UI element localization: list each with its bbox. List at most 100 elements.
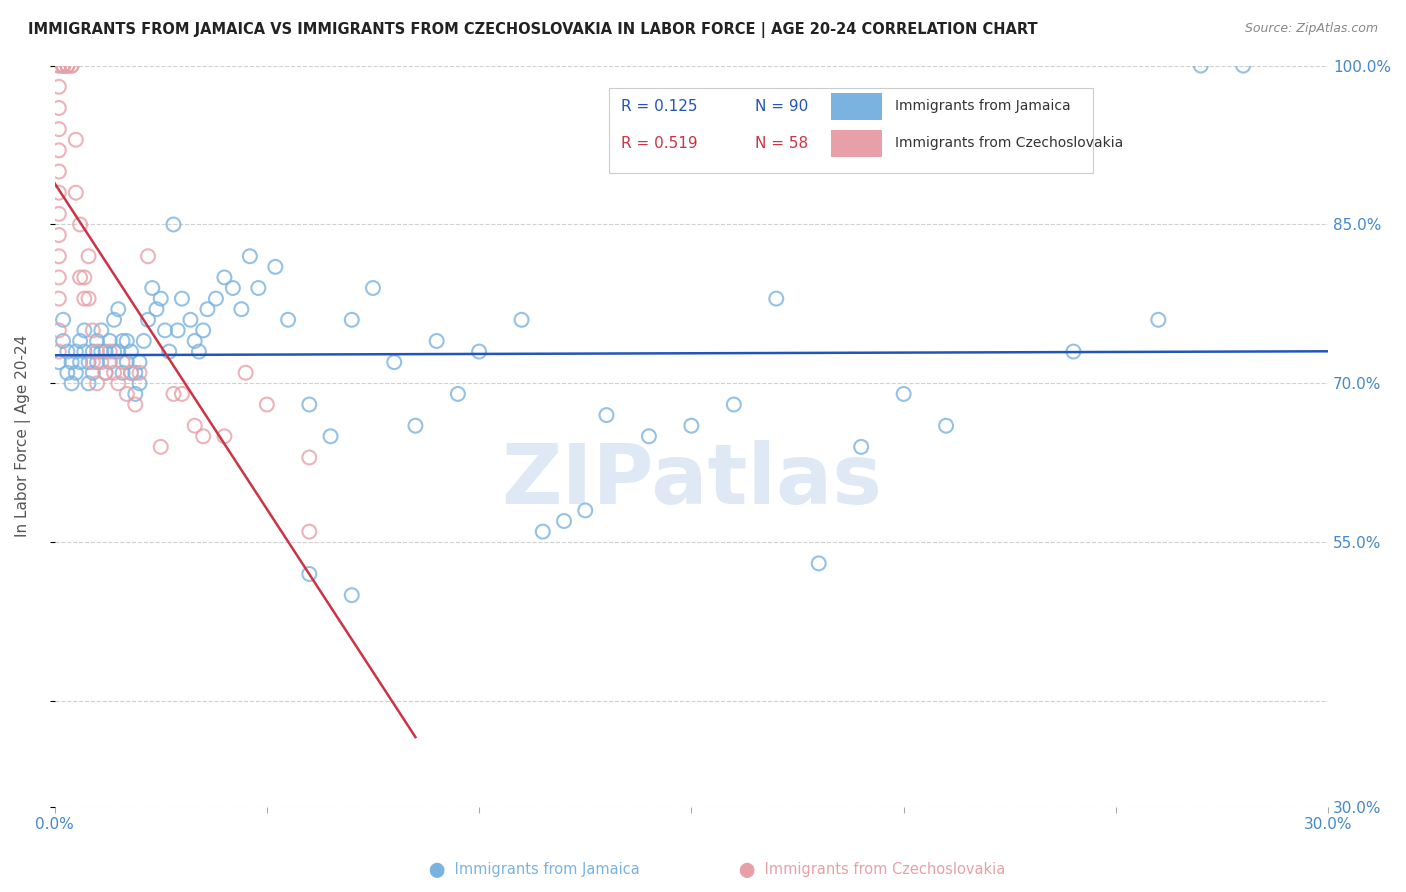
Point bbox=[162, 218, 184, 232]
Point bbox=[69, 218, 91, 232]
Point bbox=[851, 440, 873, 454]
Point bbox=[111, 355, 134, 369]
Point bbox=[82, 344, 104, 359]
Point bbox=[60, 376, 83, 391]
Point bbox=[48, 59, 70, 73]
Point bbox=[56, 59, 79, 73]
Point bbox=[73, 292, 96, 306]
Point bbox=[86, 355, 108, 369]
Point bbox=[1147, 313, 1170, 327]
Point bbox=[638, 429, 661, 443]
Text: ⬤  Immigrants from Czechoslovakia: ⬤ Immigrants from Czechoslovakia bbox=[738, 862, 1005, 878]
Point bbox=[256, 397, 278, 411]
Point bbox=[48, 323, 70, 337]
Point bbox=[340, 313, 363, 327]
Point bbox=[48, 164, 70, 178]
Point bbox=[128, 366, 150, 380]
Point bbox=[77, 355, 100, 369]
Point bbox=[48, 186, 70, 200]
Point bbox=[681, 418, 703, 433]
Bar bbox=[831, 130, 883, 157]
FancyBboxPatch shape bbox=[609, 87, 1092, 173]
Text: N = 90: N = 90 bbox=[755, 99, 808, 114]
Point bbox=[132, 334, 155, 348]
Point bbox=[166, 323, 188, 337]
Point bbox=[69, 270, 91, 285]
Point bbox=[574, 503, 596, 517]
Point bbox=[86, 334, 108, 348]
Point bbox=[56, 366, 79, 380]
Point bbox=[426, 334, 449, 348]
Point bbox=[205, 292, 228, 306]
Bar bbox=[831, 93, 883, 120]
Point bbox=[107, 302, 129, 317]
Point bbox=[48, 59, 70, 73]
Text: N = 58: N = 58 bbox=[755, 136, 808, 151]
Point bbox=[82, 323, 104, 337]
Point bbox=[510, 313, 533, 327]
Text: R = 0.519: R = 0.519 bbox=[621, 136, 697, 151]
Point bbox=[48, 122, 70, 136]
Point bbox=[447, 387, 470, 401]
Point bbox=[77, 249, 100, 263]
Point bbox=[107, 376, 129, 391]
Point bbox=[103, 366, 125, 380]
Point bbox=[723, 397, 745, 411]
Point bbox=[197, 302, 219, 317]
Point bbox=[48, 249, 70, 263]
Point bbox=[765, 292, 787, 306]
Point bbox=[145, 302, 167, 317]
Point bbox=[124, 366, 146, 380]
Point bbox=[77, 376, 100, 391]
Point bbox=[103, 313, 125, 327]
Y-axis label: In Labor Force | Age 20-24: In Labor Force | Age 20-24 bbox=[15, 335, 31, 537]
Point bbox=[264, 260, 287, 274]
Point bbox=[382, 355, 405, 369]
Point bbox=[120, 366, 142, 380]
Point bbox=[187, 344, 209, 359]
Point bbox=[935, 418, 957, 433]
Text: Source: ZipAtlas.com: Source: ZipAtlas.com bbox=[1244, 22, 1378, 36]
Point bbox=[1189, 59, 1212, 73]
Point bbox=[214, 429, 236, 443]
Point bbox=[65, 344, 87, 359]
Point bbox=[214, 270, 236, 285]
Point bbox=[90, 355, 112, 369]
Point bbox=[52, 59, 75, 73]
Point bbox=[48, 207, 70, 221]
Point bbox=[136, 313, 159, 327]
Point bbox=[183, 418, 205, 433]
Point bbox=[124, 397, 146, 411]
Point bbox=[157, 344, 180, 359]
Point bbox=[82, 355, 104, 369]
Point bbox=[77, 292, 100, 306]
Point bbox=[404, 418, 426, 433]
Point bbox=[56, 59, 79, 73]
Point bbox=[120, 366, 142, 380]
Point bbox=[170, 292, 193, 306]
Point bbox=[52, 59, 75, 73]
Point bbox=[277, 313, 299, 327]
Point bbox=[361, 281, 384, 295]
Point bbox=[149, 440, 172, 454]
Point bbox=[124, 387, 146, 401]
Point bbox=[298, 397, 321, 411]
Point bbox=[56, 344, 79, 359]
Text: ⬤  Immigrants from Jamaica: ⬤ Immigrants from Jamaica bbox=[429, 862, 640, 878]
Point bbox=[115, 355, 138, 369]
Point bbox=[94, 366, 117, 380]
Point bbox=[115, 334, 138, 348]
Point bbox=[73, 270, 96, 285]
Point bbox=[48, 144, 70, 158]
Point bbox=[90, 344, 112, 359]
Point bbox=[111, 366, 134, 380]
Point bbox=[128, 376, 150, 391]
Point bbox=[98, 334, 121, 348]
Text: IMMIGRANTS FROM JAMAICA VS IMMIGRANTS FROM CZECHOSLOVAKIA IN LABOR FORCE | AGE 2: IMMIGRANTS FROM JAMAICA VS IMMIGRANTS FR… bbox=[28, 22, 1038, 38]
Point bbox=[103, 344, 125, 359]
Point bbox=[193, 323, 215, 337]
Point bbox=[595, 408, 617, 422]
Point bbox=[340, 588, 363, 602]
Point bbox=[48, 79, 70, 94]
Point bbox=[1062, 344, 1084, 359]
